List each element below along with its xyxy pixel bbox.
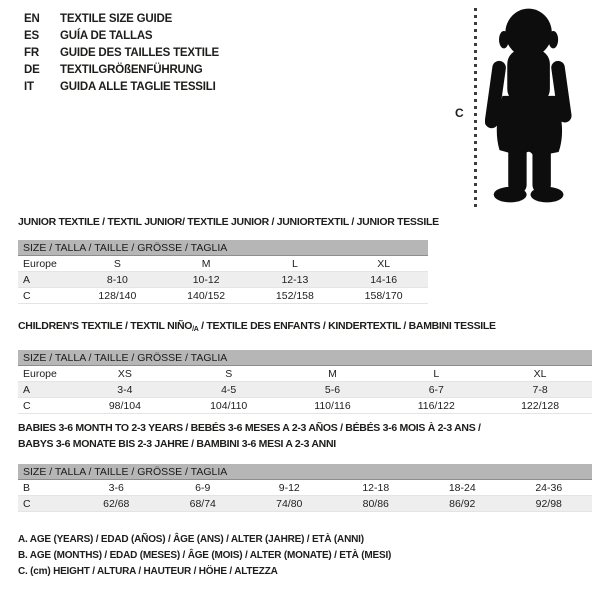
row-label: C (23, 497, 31, 510)
language-row: DE TEXTILGRÖßENFÜHRUNG (24, 61, 219, 78)
table-cell: 18-24 (448, 481, 476, 494)
table-row: B 3-6 6-9 9-12 12-18 18-24 24-36 (18, 480, 592, 496)
table-cell: 6-7 (428, 383, 444, 396)
table-cell: 6-9 (195, 481, 211, 494)
row-label: A (23, 383, 31, 396)
babies-section-title-line2: BABYS 3-6 MONATE BIS 2-3 JAHRE / BAMBINI… (18, 438, 336, 450)
babies-size-table: SIZE / TALLA / TAILLE / GRÖSSE / TAGLIA … (18, 464, 592, 512)
children-title-text: CHILDREN'S TEXTILE / TEXTIL NIÑO (18, 320, 193, 332)
table-row: A 8-10 10-12 12-13 14-16 (18, 272, 428, 288)
table-cell: 122/128 (521, 399, 560, 412)
table-row: Europe S M L XL (18, 256, 428, 272)
row-label: A (23, 273, 31, 286)
legend-line-c: C. (cm) HEIGHT / ALTURA / HAUTEUR / HÖHE… (18, 566, 278, 577)
language-list: EN TEXTILE SIZE GUIDE ES GUÍA DE TALLAS … (24, 10, 219, 95)
table-cell: 9-12 (278, 481, 300, 494)
table-cell: 116/122 (417, 399, 455, 412)
height-measure-line (474, 8, 477, 208)
table-cell: M (201, 257, 211, 270)
language-row: IT GUIDA ALLE TAGLIE TESSILI (24, 78, 219, 95)
language-title: TEXTILE SIZE GUIDE (60, 12, 173, 25)
language-title: TEXTILGRÖßENFÜHRUNG (60, 63, 203, 76)
toddler-silhouette-icon (485, 8, 572, 203)
table-cell: 110/116 (314, 399, 351, 412)
children-section-title: CHILDREN'S TEXTILE / TEXTIL NIÑO/A / TEX… (18, 320, 496, 333)
language-row: FR GUIDE DES TAILLES TEXTILE (24, 44, 219, 61)
table-row: C 62/68 68/74 74/80 80/86 86/92 92/98 (18, 496, 592, 512)
table-cell: M (328, 367, 337, 380)
babies-section-title-line1: BABIES 3-6 MONTH TO 2-3 YEARS / BEBÉS 3-… (18, 422, 481, 434)
row-label: Europe (23, 367, 57, 380)
language-code: IT (24, 80, 34, 93)
table-cell: 12-18 (362, 481, 390, 494)
language-title: GUIDA ALLE TAGLIE TESSILI (60, 80, 216, 93)
language-code: FR (24, 46, 39, 59)
table-cell: 140/152 (187, 289, 226, 302)
junior-section-title: JUNIOR TEXTILE / TEXTIL JUNIOR/ TEXTILE … (18, 216, 439, 228)
table-cell: 152/158 (275, 289, 314, 302)
table-cell: 74/80 (276, 497, 303, 510)
language-code: ES (24, 29, 39, 42)
table-cell: 98/104 (108, 399, 141, 412)
table-cell: L (433, 367, 440, 380)
table-row: C 98/104 104/110 110/116 116/122 122/128 (18, 398, 592, 414)
row-label: Europe (23, 257, 57, 270)
table-cell: 92/98 (535, 497, 562, 510)
language-title: GUIDE DES TAILLES TEXTILE (60, 46, 219, 59)
table-cell: 24-36 (535, 481, 563, 494)
legend-line-a: A. AGE (YEARS) / EDAD (AÑOS) / ÂGE (ANS)… (18, 534, 364, 545)
table-cell: XL (377, 257, 391, 270)
row-label: B (23, 481, 31, 494)
language-code: EN (24, 12, 40, 25)
measure-legend: A. AGE (YEARS) / EDAD (AÑOS) / ÂGE (ANS)… (18, 534, 391, 582)
size-header-bar: SIZE / TALLA / TAILLE / GRÖSSE / TAGLIA (18, 464, 592, 480)
language-code: DE (24, 63, 40, 76)
table-cell: 62/68 (103, 497, 130, 510)
table-cell: 128/140 (98, 289, 137, 302)
table-cell: 12-13 (281, 273, 309, 286)
junior-size-table: SIZE / TALLA / TAILLE / GRÖSSE / TAGLIA … (18, 240, 428, 304)
table-row: C 128/140 140/152 152/158 158/170 (18, 288, 428, 304)
row-label: C (23, 289, 31, 302)
table-cell: 3-4 (117, 383, 133, 396)
table-cell: XL (533, 367, 547, 380)
table-cell: 10-12 (192, 273, 220, 286)
table-cell: L (291, 257, 298, 270)
table-cell: S (225, 367, 233, 380)
table-cell: 4-5 (221, 383, 237, 396)
table-cell: 14-16 (370, 273, 398, 286)
table-cell: 80/86 (362, 497, 389, 510)
children-title-text: / TEXTILE DES ENFANTS / KINDERTEXTIL / B… (198, 320, 496, 332)
table-cell: 86/92 (449, 497, 476, 510)
table-cell: 5-6 (324, 383, 341, 396)
table-row: A 3-4 4-5 5-6 6-7 7-8 (18, 382, 592, 398)
row-label: C (23, 399, 31, 412)
table-cell: 104/110 (210, 399, 248, 412)
size-header-bar: SIZE / TALLA / TAILLE / GRÖSSE / TAGLIA (18, 240, 428, 256)
size-header-bar: SIZE / TALLA / TAILLE / GRÖSSE / TAGLIA (18, 350, 592, 366)
children-title-subscript: /A (192, 326, 199, 333)
table-row: Europe XS S M L XL (18, 366, 592, 382)
height-measure-label: C (455, 106, 464, 120)
table-cell: 7-8 (532, 383, 548, 396)
table-cell: XS (117, 367, 132, 380)
table-cell: 158/170 (364, 289, 403, 302)
table-cell: 3-6 (108, 481, 124, 494)
language-title: GUÍA DE TALLAS (60, 29, 153, 42)
children-size-table: SIZE / TALLA / TAILLE / GRÖSSE / TAGLIA … (18, 350, 592, 414)
table-cell: 8-10 (106, 273, 128, 286)
table-cell: 68/74 (189, 497, 216, 510)
legend-line-b: B. AGE (MONTHS) / EDAD (MESES) / ÂGE (MO… (18, 550, 392, 561)
table-cell: S (113, 257, 121, 270)
language-row: ES GUÍA DE TALLAS (24, 27, 219, 44)
language-row: EN TEXTILE SIZE GUIDE (24, 10, 219, 27)
